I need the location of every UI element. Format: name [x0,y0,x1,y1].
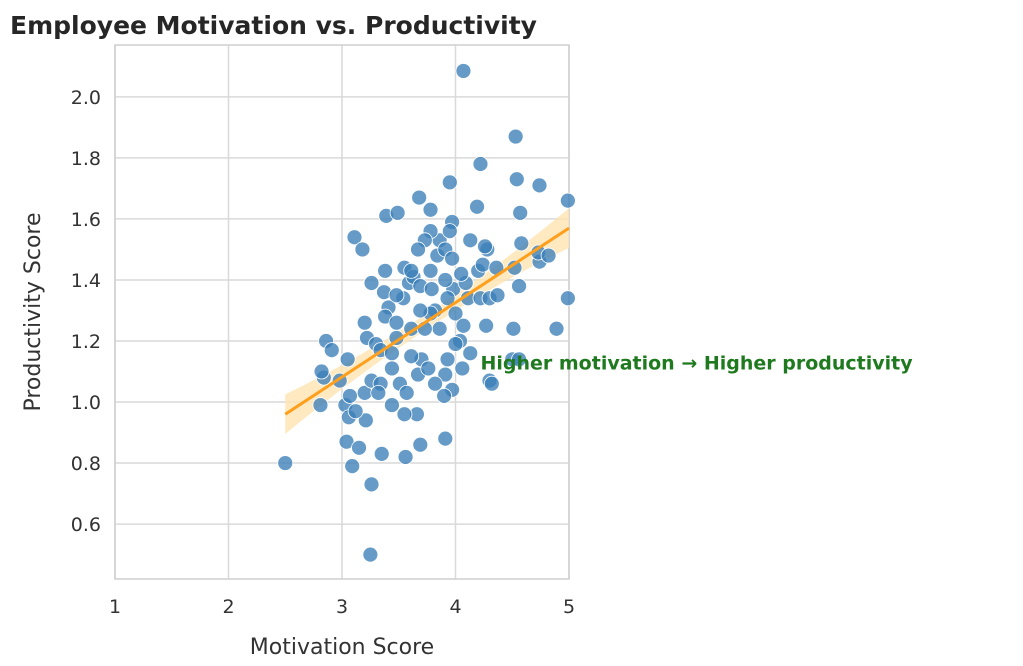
y-tick-label: 2.0 [71,87,101,109]
data-point [410,241,426,258]
data-point [397,449,414,465]
x-tick-label: 5 [563,596,575,618]
data-point [531,177,548,194]
data-point [370,384,387,401]
data-point [377,262,394,279]
data-point [444,250,460,267]
data-point [339,351,356,368]
data-point [422,262,439,279]
data-point [346,229,363,246]
y-tick-label: 1.2 [71,331,101,353]
x-tick-label: 1 [109,596,121,618]
data-points [277,63,576,563]
data-point [388,314,405,331]
data-point [462,232,479,249]
data-point [420,360,437,377]
data-point [313,363,330,380]
data-point [411,189,428,206]
y-tick-label: 0.8 [71,453,101,475]
y-axis-label: Productivity Score [21,212,46,411]
x-tick-label: 2 [222,596,234,618]
x-tick-label: 3 [336,596,348,618]
data-point [422,201,439,218]
data-point [559,192,576,209]
data-point [351,439,367,456]
data-point [323,342,340,359]
data-point [412,302,429,319]
y-tick-label: 1.0 [71,392,101,414]
data-point [356,314,373,331]
y-tick-label: 1.4 [71,270,101,292]
x-tick-label: 4 [449,596,461,618]
data-point [507,128,524,145]
data-point [512,204,529,221]
data-point [312,397,329,413]
data-point [513,235,530,252]
data-point [277,455,294,471]
y-tick-label: 1.8 [71,148,101,170]
data-point [455,63,472,79]
chart-title: Employee Motivation vs. Productivity [10,11,537,40]
data-point [398,384,415,401]
regression-line [284,226,570,416]
data-point [462,345,479,362]
data-point [389,204,406,221]
grid [114,45,570,579]
data-point [511,351,527,368]
data-point [447,336,464,352]
data-point [478,317,495,334]
data-point [559,290,576,307]
annotation: Higher motivation → Higher productivity [480,352,913,374]
data-point [548,320,565,337]
x-axis-label: Motivation Score [250,635,434,660]
data-point [447,305,464,322]
data-point [477,238,493,255]
data-point [439,290,456,307]
data-point [505,320,522,337]
data-point [455,317,472,334]
data-point [363,476,380,493]
data-point [403,348,420,365]
data-point [431,320,448,337]
data-point [511,278,527,294]
data-point [384,397,400,413]
data-point [469,198,485,215]
data-point [342,388,358,404]
data-point [489,287,506,304]
data-point [436,388,453,404]
data-point [427,375,443,392]
tick-labels: 1 2 3 4 5 0.6 0.8 1.0 1.2 1.4 1.6 1.8 2.0 [71,87,575,618]
y-tick-label: 1.6 [71,209,101,231]
plot-frame [114,44,570,580]
data-point [384,360,400,377]
data-point [454,360,471,377]
data-point [508,171,525,188]
data-point [472,156,489,172]
data-point [474,256,491,273]
y-tick-label: 0.6 [71,514,101,536]
data-point [437,430,454,447]
data-point [347,403,364,420]
data-point [437,272,454,288]
data-point [363,275,380,291]
data-point [453,265,470,282]
data-point [441,174,458,191]
data-point [354,241,371,258]
data-point [423,281,440,298]
data-point [437,366,454,383]
data-point [388,287,405,304]
data-point [540,247,557,264]
data-point [344,458,361,474]
data-point [441,223,458,240]
data-point [439,351,456,368]
data-point [357,412,374,429]
data-point [396,406,413,423]
data-point [483,375,500,392]
data-point [403,262,420,279]
data-point [373,445,390,462]
data-point [412,436,429,453]
data-point [362,546,379,563]
